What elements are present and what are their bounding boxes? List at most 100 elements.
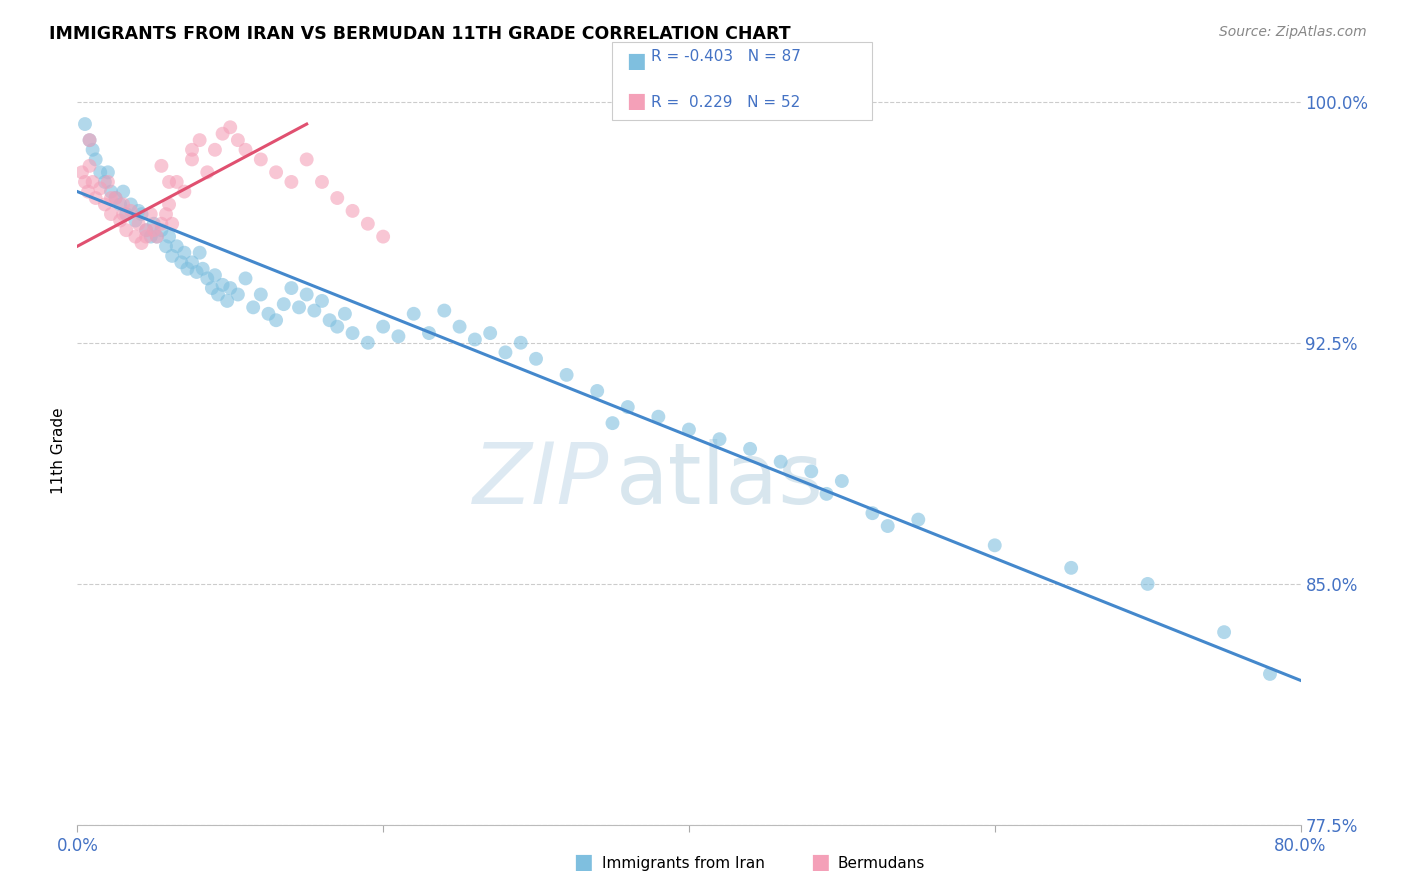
Point [155, 239, 177, 253]
Point [166, 239, 188, 253]
Point [170, 255, 193, 269]
Point [82, 143, 104, 157]
Point [70, 165, 93, 179]
Point [264, 165, 287, 179]
Text: ■: ■ [626, 92, 645, 112]
Point [815, 487, 838, 501]
Point [139, 207, 162, 221]
Point [342, 326, 364, 340]
Point [617, 400, 640, 414]
Point [226, 133, 249, 147]
Point [242, 301, 264, 315]
Text: Immigrants from Iran: Immigrants from Iran [602, 855, 765, 871]
Point [204, 268, 226, 283]
Point [150, 223, 173, 237]
Point [104, 191, 127, 205]
Point [191, 261, 214, 276]
Point [280, 175, 302, 189]
Point [84, 153, 107, 167]
Point [100, 207, 122, 221]
Point [211, 127, 233, 141]
Point [678, 423, 700, 437]
Point [326, 319, 349, 334]
Point [120, 197, 142, 211]
Point [318, 313, 340, 327]
Point [131, 235, 153, 250]
Point [77, 185, 100, 199]
Point [135, 229, 157, 244]
Point [188, 133, 211, 147]
Point [211, 277, 233, 292]
Point [647, 409, 669, 424]
Point [97, 175, 120, 189]
Point [112, 207, 135, 221]
Text: R = -0.403   N = 87: R = -0.403 N = 87 [651, 49, 801, 64]
Point [160, 249, 183, 263]
Point [131, 207, 153, 221]
Point [201, 281, 224, 295]
Point [160, 217, 183, 231]
Text: ■: ■ [810, 853, 830, 872]
Text: ZIP: ZIP [474, 439, 609, 522]
Point [326, 191, 349, 205]
Point [1213, 625, 1236, 640]
Point [464, 333, 486, 347]
Point [1060, 561, 1083, 575]
Point [304, 303, 326, 318]
Point [402, 307, 425, 321]
Point [371, 229, 394, 244]
Point [984, 538, 1007, 552]
Point [1136, 577, 1159, 591]
Text: Bermudans: Bermudans [838, 855, 925, 871]
Point [108, 213, 131, 227]
Point [142, 223, 165, 237]
Point [79, 159, 101, 173]
Point [250, 287, 273, 301]
Point [295, 153, 318, 167]
Point [295, 287, 318, 301]
Point [311, 175, 333, 189]
Point [89, 165, 111, 179]
Point [112, 197, 135, 211]
Point [181, 153, 204, 167]
Point [195, 165, 218, 179]
Point [250, 153, 273, 167]
Point [709, 432, 731, 446]
Point [166, 175, 188, 189]
Point [495, 345, 517, 359]
Point [73, 117, 96, 131]
Point [342, 203, 364, 218]
Point [602, 416, 624, 430]
Point [115, 207, 138, 221]
Point [357, 335, 380, 350]
Point [146, 229, 169, 244]
Point [280, 281, 302, 295]
Point [479, 326, 502, 340]
Point [219, 281, 242, 295]
Point [84, 191, 107, 205]
Point [418, 326, 440, 340]
Y-axis label: 11th Grade: 11th Grade [51, 407, 66, 494]
Point [181, 143, 204, 157]
Point [142, 217, 165, 231]
Point [226, 287, 249, 301]
Point [188, 245, 211, 260]
Point [89, 181, 111, 195]
Point [173, 185, 195, 199]
Point [155, 207, 177, 221]
Point [79, 133, 101, 147]
Point [433, 303, 456, 318]
Point [257, 307, 280, 321]
Point [1258, 667, 1281, 681]
Point [524, 351, 547, 366]
Point [112, 185, 135, 199]
Point [862, 506, 884, 520]
Point [186, 265, 208, 279]
Point [108, 197, 131, 211]
Point [150, 159, 173, 173]
Point [831, 474, 853, 488]
Point [333, 307, 356, 321]
Point [357, 217, 380, 231]
Text: ■: ■ [626, 51, 645, 70]
Point [73, 175, 96, 189]
